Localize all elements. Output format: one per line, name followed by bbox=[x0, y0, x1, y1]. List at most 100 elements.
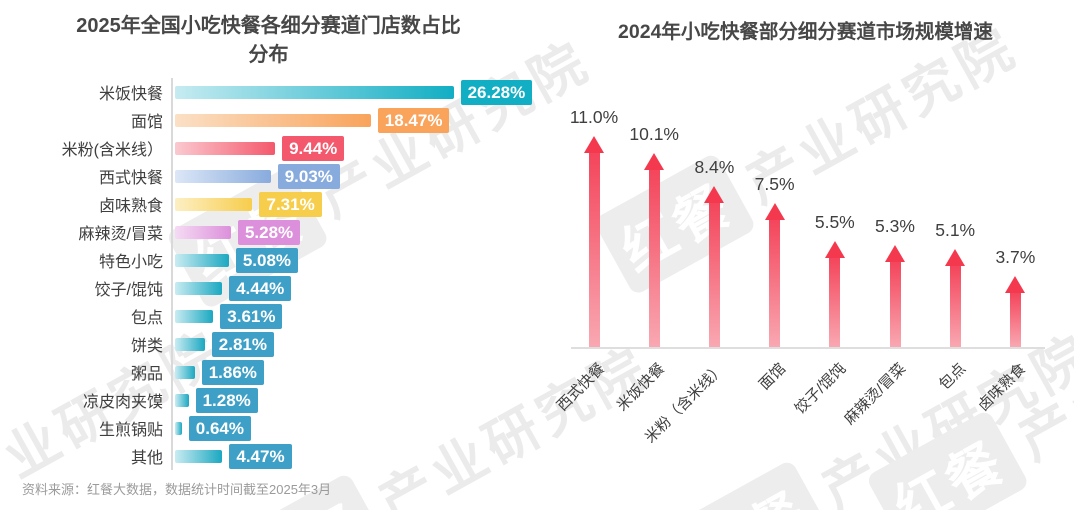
value-badge: 9.03% bbox=[277, 163, 340, 189]
growth-arrow bbox=[1004, 275, 1026, 347]
bar-row: 米饭快餐 26.28% bbox=[8, 78, 535, 106]
growth-arrow bbox=[703, 185, 725, 347]
category-label: 饼类 bbox=[130, 338, 163, 355]
category-label: 麻辣烫/冒菜 bbox=[78, 226, 163, 243]
growth-arrow bbox=[944, 249, 966, 347]
arrow-head-icon bbox=[644, 153, 665, 171]
bar-row: 饼类 2.81% bbox=[8, 330, 535, 358]
arrow-shaft bbox=[708, 202, 720, 347]
bar bbox=[175, 449, 223, 463]
bar-row: 包点 3.61% bbox=[8, 302, 535, 330]
value-badge: 4.44% bbox=[229, 275, 292, 301]
arrow-head-icon bbox=[824, 241, 845, 259]
bar-track: 5.28% bbox=[171, 218, 535, 246]
bar bbox=[175, 113, 371, 127]
bar-track: 3.61% bbox=[171, 302, 535, 330]
growth-arrow bbox=[643, 153, 665, 347]
value-badge: 2.81% bbox=[211, 331, 274, 357]
bar-track: 5.08% bbox=[171, 246, 535, 274]
growth-arrow bbox=[764, 203, 786, 347]
bar-track: 9.44% bbox=[171, 134, 535, 162]
growth-value-label: 10.1% bbox=[629, 124, 679, 145]
category-label: 粥品 bbox=[130, 366, 163, 383]
value-badge: 0.64% bbox=[188, 415, 251, 441]
bar-row: 凉皮肉夹馍 1.28% bbox=[8, 386, 535, 414]
arrow-head-icon bbox=[764, 203, 785, 220]
arrow-shaft bbox=[829, 258, 841, 347]
bar-track: 18.47% bbox=[171, 106, 535, 134]
bar-track: 4.44% bbox=[171, 274, 535, 302]
store-share-bar-chart: 米饭快餐 26.28% 面馆 18.47% 米粉(含米线） 9.44% 西式快餐 9.03% 卤… bbox=[8, 78, 535, 470]
left-chart-title: 2025年全国小吃快餐各细分赛道门店数占比 分布 bbox=[0, 12, 537, 70]
left-chart-title-line2: 分布 bbox=[248, 44, 289, 66]
arrow-head-icon bbox=[584, 135, 604, 153]
bar-row: 西式快餐 9.03% bbox=[8, 162, 535, 190]
value-badge: 9.44% bbox=[282, 135, 345, 161]
category-label: 其他 bbox=[130, 450, 163, 467]
bar-track: 7.31% bbox=[171, 190, 535, 218]
arrow-shaft bbox=[1009, 292, 1021, 347]
x-axis-line bbox=[571, 347, 1045, 349]
arrow-head-icon bbox=[885, 245, 905, 263]
value-badge: 1.28% bbox=[195, 387, 258, 413]
value-badge: 5.28% bbox=[237, 219, 301, 245]
arrow-head-icon bbox=[1005, 275, 1026, 293]
value-badge: 7.31% bbox=[259, 191, 322, 217]
bar-row: 面馆 18.47% bbox=[8, 106, 535, 134]
growth-arrow bbox=[583, 135, 605, 347]
growth-arrow-chart: 11.0% 西式快餐 10.1% 米饭快餐 8.4% 米粉（含米线） 7.5% 面馆 5.5% 饺… bbox=[537, 0, 1074, 510]
growth-value-label: 11.0% bbox=[569, 106, 619, 127]
value-badge: 3.61% bbox=[220, 303, 283, 329]
growth-value-label: 5.3% bbox=[875, 216, 915, 237]
bar-track: 0.64% bbox=[171, 414, 535, 442]
bar-track: 4.47% bbox=[171, 442, 535, 470]
bar-track: 2.81% bbox=[171, 330, 535, 358]
bar-row: 生煎锅贴 0.64% bbox=[8, 414, 535, 442]
category-label: 凉皮肉夹馍 bbox=[82, 394, 163, 411]
bar bbox=[175, 197, 253, 211]
category-label: 面馆 bbox=[130, 114, 163, 131]
arrow-head-icon bbox=[704, 185, 725, 203]
bar bbox=[175, 141, 276, 155]
source-note: 资料来源：红餐大数据，数据统计时间截至2025年3月 bbox=[22, 482, 332, 497]
bar-track: 26.28% bbox=[171, 78, 535, 106]
growth-value-label: 5.5% bbox=[814, 212, 855, 233]
category-label: 米饭快餐 bbox=[98, 86, 163, 103]
bar bbox=[175, 253, 229, 267]
growth-arrow bbox=[884, 245, 906, 347]
growth-arrow bbox=[824, 241, 846, 347]
growth-value-label: 7.5% bbox=[754, 174, 795, 194]
bar-row: 米粉(含米线） 9.44% bbox=[8, 134, 535, 162]
arrow-shaft bbox=[648, 170, 660, 347]
bar bbox=[175, 169, 271, 183]
bar bbox=[175, 337, 205, 351]
bar-row: 卤味熟食 7.31% bbox=[8, 190, 535, 218]
category-label: 包点 bbox=[130, 310, 163, 327]
arrow-head-icon bbox=[945, 249, 966, 267]
growth-value-label: 5.1% bbox=[935, 220, 976, 241]
category-label: 特色小吃 bbox=[98, 254, 163, 271]
bar-row: 饺子/馄饨 4.44% bbox=[8, 274, 535, 302]
bar-track: 1.86% bbox=[171, 358, 535, 386]
category-label: 卤味熟食 bbox=[98, 198, 163, 215]
bar bbox=[175, 421, 182, 435]
bar-row: 其他 4.47% bbox=[8, 442, 535, 470]
left-chart-title-line1: 2025年全国小吃快餐各细分赛道门店数占比 bbox=[76, 15, 461, 37]
bar bbox=[175, 281, 223, 295]
growth-value-label: 3.7% bbox=[995, 246, 1036, 267]
arrow-shaft bbox=[588, 152, 600, 347]
value-badge: 18.47% bbox=[377, 107, 450, 133]
bar bbox=[175, 393, 189, 407]
bar-row: 特色小吃 5.08% bbox=[8, 246, 535, 274]
bar bbox=[175, 85, 454, 99]
arrow-shaft bbox=[769, 220, 781, 347]
value-badge: 5.08% bbox=[235, 247, 299, 273]
category-label: 米粉(含米线） bbox=[61, 142, 163, 159]
value-badge: 4.47% bbox=[229, 443, 292, 469]
bar-track: 9.03% bbox=[171, 162, 535, 190]
arrow-shaft bbox=[949, 266, 961, 347]
arrow-shaft bbox=[889, 262, 901, 347]
bar-row: 麻辣烫/冒菜 5.28% bbox=[8, 218, 535, 246]
bar bbox=[175, 365, 195, 379]
